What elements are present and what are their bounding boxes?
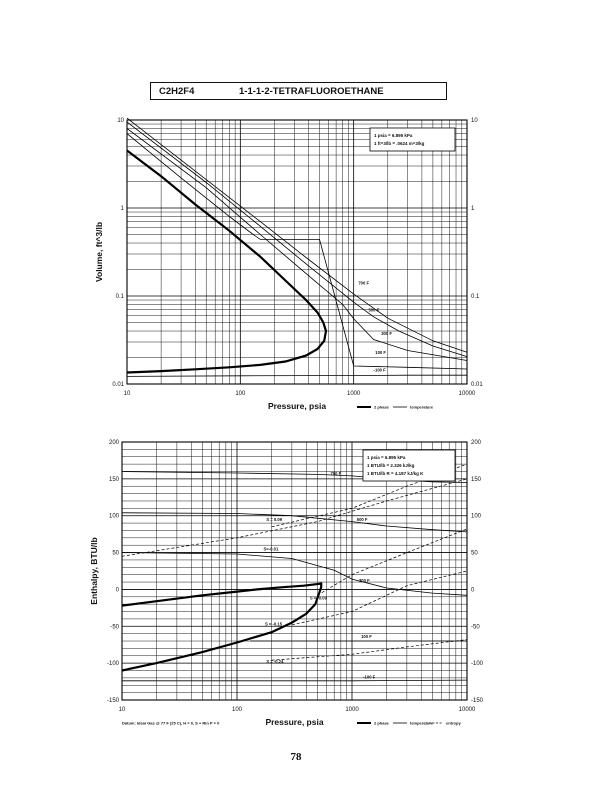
series-line-2 (121, 512, 468, 533)
series-line-3 (126, 128, 468, 361)
y-tick-label-right: 50 (471, 551, 478, 557)
x-tick-label: 100 (235, 391, 246, 397)
enthalpy-pressure-chart: 10 100 1000 10000200150100500-50-100-150200… (89, 440, 484, 727)
y-tick-label: -50 (110, 624, 119, 630)
curve-annotation: S = -0.09 (310, 596, 328, 601)
chart-title-box: C2H2F4 1-1-1-2-TETRAFLUOROETHANE (150, 82, 447, 100)
compound-formula: C2H2F4 (159, 86, 195, 97)
curve-annotation: 300 F (381, 331, 392, 336)
info-box (369, 127, 456, 152)
series-line-1 (121, 471, 468, 483)
series-lines (121, 463, 468, 682)
y-tick-label-right: 10 (471, 118, 478, 124)
series-line-4 (126, 121, 468, 357)
x-tick-label: 1000 (347, 391, 361, 397)
series-line-5 (122, 679, 468, 682)
compound-name: 1-1-1-2-TETRAFLUOROETHANE (239, 86, 384, 97)
plot-frame (126, 119, 468, 385)
y-tick-label: -100 (107, 661, 120, 667)
y-tick-label-right: -100 (471, 661, 484, 667)
curve-annotation: S = -0.15 (265, 622, 283, 627)
y-tick-label: 0.1 (116, 294, 125, 300)
x-tick-label: 100 (232, 707, 243, 713)
series-lines (126, 117, 468, 377)
series-line-2 (126, 133, 468, 370)
curve-annotation: S=-0.01 (264, 546, 279, 551)
curve-annotation: -100 F (374, 368, 387, 373)
legend-label: temperature (410, 405, 434, 410)
info-box-line: 1 ft^3/lb = .0624 m^3/kg (374, 141, 425, 146)
series-line-0 (121, 582, 323, 672)
y-tick-label: 0.01 (112, 382, 124, 388)
curve-annotation: 300 F (359, 578, 370, 583)
series-line-10 (271, 639, 468, 661)
series-line-5 (126, 117, 468, 353)
volume-pressure-chart: 10 100 1000 100001010.10.011010.10.01Pressu… (94, 117, 483, 411)
series-line-1 (126, 374, 467, 377)
y-axis-label: Enthalpy, BTU/lb (89, 537, 99, 604)
series-line-8 (317, 528, 468, 596)
datum-footnote: Datum: Ideal Gas @ 77 F (25 C), H = 0, S… (122, 721, 220, 726)
y-tick-label-right: -150 (471, 698, 484, 704)
x-tick-label: 1000 (345, 707, 359, 713)
y-tick-label-right: -50 (471, 624, 480, 630)
x-tick-label: 10000 (459, 391, 476, 397)
curve-annotation: 700 F (330, 471, 341, 476)
y-tick-label: 0 (116, 587, 120, 593)
info-box-line: 1 BTU/lb = 2.326 kJ/kg (367, 463, 415, 468)
series-line-7 (121, 478, 468, 557)
y-tick-label-right: 0.1 (471, 294, 480, 300)
y-tick-label-right: 200 (471, 440, 482, 446)
y-tick-label-right: 150 (471, 477, 482, 483)
x-axis-label: Pressure, psia (268, 401, 326, 411)
grid-lines (126, 120, 467, 385)
curve-annotation: -100 F (363, 675, 376, 680)
x-tick-label: 10 (119, 707, 126, 713)
y-tick-label: 150 (109, 477, 120, 483)
y-tick-label: 1 (121, 206, 125, 212)
x-tick-label: 10000 (459, 707, 476, 713)
y-tick-label-right: 0.01 (471, 382, 483, 388)
info-box-line: 1 psia = 6.895 kPa (367, 455, 406, 460)
curve-annotation: S = 0.09 (266, 517, 282, 522)
x-axis-label: Pressure, psia (265, 717, 323, 727)
series-line-9 (291, 570, 468, 626)
info-box-line: 1 BTU/lb R = 4.187 kJ/kg K (367, 471, 424, 476)
y-tick-label-right: 1 (471, 206, 475, 212)
y-tick-label: 200 (109, 440, 120, 446)
curve-annotation: 500 F (368, 307, 379, 312)
series-line-3 (121, 552, 468, 596)
page-number: 78 (290, 751, 302, 763)
curve-annotation: S = -0.24 (266, 659, 284, 664)
y-axis-label: Volume, ft^3/lb (94, 222, 104, 282)
curve-annotation: 500 F (357, 517, 368, 522)
x-tick-label: 10 (124, 391, 131, 397)
y-tick-label-right: 100 (471, 514, 482, 520)
series-line-0 (126, 149, 328, 374)
legend-label: 2 phase (374, 721, 390, 726)
legend-label: entropy (446, 721, 461, 726)
curve-annotation: 100 F (375, 350, 386, 355)
legend-label: 2 phase (374, 405, 390, 410)
curve-annotation: 100 F (361, 634, 372, 639)
y-tick-label: 100 (109, 514, 120, 520)
y-tick-label: 50 (112, 551, 119, 557)
curve-annotation: 700 F (358, 281, 369, 286)
info-box-line: 1 psia = 6.895 kPa (374, 133, 413, 138)
series-line-6 (271, 463, 468, 528)
y-tick-label-right: 0 (471, 587, 475, 593)
plot-frame (121, 441, 468, 701)
y-tick-label: -150 (107, 698, 120, 704)
y-tick-label: 10 (117, 118, 124, 124)
info-box (362, 449, 456, 482)
legend-label: temperature (410, 721, 434, 726)
